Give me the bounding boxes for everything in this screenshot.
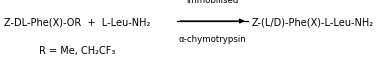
Text: Z-DL-Phe(X)-OR  +  L-Leu-NH₂: Z-DL-Phe(X)-OR + L-Leu-NH₂ [4, 17, 150, 27]
Text: α-chymotrypsin: α-chymotrypsin [179, 34, 246, 43]
Text: R = Me, CH₂CF₃: R = Me, CH₂CF₃ [39, 45, 115, 55]
Text: Z-(L/D)-Phe(X)-L-Leu-NH₂: Z-(L/D)-Phe(X)-L-Leu-NH₂ [252, 17, 374, 27]
Text: immobilised: immobilised [186, 0, 239, 5]
